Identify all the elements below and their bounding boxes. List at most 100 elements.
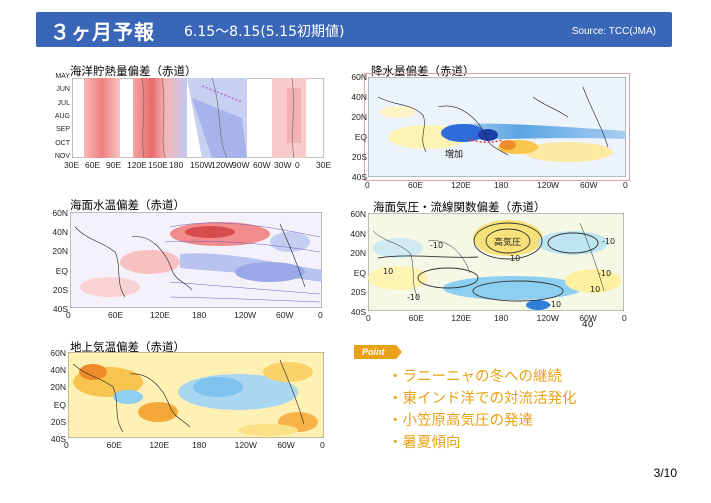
point-list: ・ラニーニャの冬への継続 ・東インド洋での対流活発化 ・小笠原高気圧の発達 ・暑…: [388, 366, 577, 454]
t2m-lon-label-5: 60W: [277, 440, 295, 450]
forecast-period: 6.15～8.15(5.15初期値): [184, 24, 345, 40]
precip-frame: [364, 73, 630, 181]
slp-panel-title: 海面気圧・流線関数偏差（赤道）: [373, 200, 546, 214]
sst-panel-title: 海面水温偏差（赤道）: [70, 198, 185, 212]
heat-month-label-4: SEP: [55, 126, 70, 134]
heat-content-map: [72, 78, 324, 158]
slp-lat-label-0: 60N: [350, 209, 366, 219]
precip-lon-label-4: 120W: [537, 180, 560, 190]
point-item-ogasawara-high: ・小笠原高気圧の発達: [388, 413, 533, 429]
slp-lon-label-2: 120E: [451, 313, 472, 323]
heat-month-label-6: NOV: [54, 153, 70, 160]
slp-tail-label: 40: [582, 320, 594, 330]
sst-lon-label-5: 60W: [276, 310, 294, 320]
precip-lat-label-4: 20S: [351, 152, 367, 162]
precip-lon-label-6: 0: [623, 180, 628, 190]
heat-month-label-5: OCT: [55, 139, 70, 147]
sst-lon-label-1: 60E: [108, 310, 124, 320]
contour-label-5: -10: [598, 269, 612, 278]
precip-lat-label-1: 40N: [351, 92, 367, 102]
point-item-hot-summer: ・暑夏傾向: [388, 435, 461, 451]
contour-label-3: 10: [510, 254, 521, 263]
slp-lon-label-5: 60W: [579, 313, 597, 323]
heat-lon-label-11: 0: [295, 160, 300, 170]
contour-label-1: -10: [430, 241, 444, 250]
sst-lat-label-3: EQ: [55, 265, 68, 276]
page-number: 3/10: [653, 466, 677, 480]
heat-lon-label-7: 120W: [211, 160, 234, 170]
contour-label-6: -10: [407, 293, 421, 302]
heat-lon-label-2: 90E: [106, 160, 122, 170]
sst-lon-label-4: 120W: [234, 310, 257, 320]
heat-month-label-3: AUG: [54, 113, 70, 120]
heat-lon-label-12: 30E: [316, 160, 332, 170]
contour-label-2: -10: [602, 237, 616, 246]
t2m-lon-label-4: 120W: [234, 440, 257, 450]
t2m-lat-label-2: 20N: [50, 382, 66, 393]
precip-panel-title: 降水量偏差（赤道）: [371, 64, 475, 78]
slp-lat-label-4: 20S: [350, 287, 366, 298]
slide-title: ３ヶ月予報: [50, 20, 155, 44]
slp-lat-label-3: EQ: [353, 267, 366, 278]
contour-label-4: 10: [383, 267, 394, 276]
sst-lat-label-0: 60N: [52, 208, 68, 218]
header-banner: ３ヶ月予報 6.15～8.15(5.15初期値) Source: TCC(JMA…: [36, 12, 672, 47]
point-item-la-nina: ・ラニーニャの冬への継続: [388, 369, 562, 385]
point-item-east-indian-ocean: ・東インド洋での対流活発化: [388, 391, 577, 407]
t2m-lon-label-1: 60E: [106, 440, 122, 450]
t2m-lon-label-2: 120E: [149, 440, 170, 450]
heat-lon-label-6: 150W: [190, 160, 213, 170]
precip-map: [368, 77, 626, 177]
heat-panel-title: 海洋貯熱量偏差（赤道）: [70, 64, 197, 78]
sst-lon-label-3: 180: [192, 310, 207, 320]
t2m-lat-label-5: 40S: [50, 434, 66, 444]
heat-lon-label-9: 60W: [253, 160, 271, 170]
t2m-lat-label-3: EQ: [53, 399, 66, 410]
high-pressure-label: 高気圧: [494, 238, 522, 248]
t2m-map: [68, 352, 324, 438]
slp-lon-label-0: 0: [366, 313, 371, 323]
heat-lon-label-10: 30W: [274, 160, 292, 170]
contour-label-7: -10: [548, 300, 562, 309]
heat-lon-label-8: 90W: [232, 160, 250, 170]
precip-lat-label-0: 60N: [351, 72, 367, 82]
sst-lon-label-6: 0: [318, 310, 323, 320]
heat-lon-label-1: 60E: [85, 160, 101, 170]
sst-lat-label-5: 40S: [52, 304, 68, 314]
contour-label-8: 10: [590, 285, 601, 294]
precip-lon-label-3: 180: [494, 180, 509, 190]
heat-month-label-2: JUL: [57, 99, 70, 107]
slp-map: [368, 213, 624, 311]
t2m-lat-label-0: 60N: [50, 348, 66, 358]
precip-increase-label: 増加: [445, 150, 464, 160]
slp-lon-label-4: 120W: [536, 313, 559, 323]
t2m-lat-label-4: 20S: [50, 416, 66, 427]
precip-lat-label-3: EQ: [354, 132, 367, 142]
heat-lon-label-0: 30E: [64, 160, 80, 170]
precip-lon-label-2: 120E: [451, 180, 471, 190]
sst-lat-label-4: 20S: [52, 284, 68, 295]
t2m-lon-label-3: 180: [192, 440, 207, 450]
point-badge: Point: [354, 345, 402, 359]
sst-lon-label-2: 120E: [150, 310, 170, 320]
sst-lon-label-0: 0: [66, 310, 71, 320]
sst-map: [70, 212, 322, 308]
precip-lon-label-1: 60E: [408, 180, 424, 190]
t2m-lon-label-6: 0: [320, 440, 325, 450]
t2m-lat-label-1: 40N: [50, 365, 66, 376]
t2m-lon-label-0: 0: [64, 440, 69, 450]
heat-lon-label-4: 150E: [148, 160, 168, 170]
slp-lon-label-1: 60E: [408, 313, 424, 323]
slp-lon-label-6: 0: [622, 313, 627, 323]
t2m-panel-title: 地上気温偏差（赤道）: [70, 340, 185, 354]
slp-lat-label-1: 40N: [350, 228, 366, 239]
heat-lon-label-5: 180: [169, 160, 184, 170]
precip-lon-label-0: 0: [365, 180, 370, 190]
source-credit: Source: TCC(JMA): [571, 26, 656, 37]
precip-lon-label-5: 60W: [580, 180, 598, 190]
precip-lat-label-2: 20N: [351, 112, 367, 122]
heat-lon-label-3: 120E: [127, 160, 147, 170]
heat-month-label-0: MAY: [55, 73, 70, 80]
sst-lat-label-1: 40N: [52, 227, 68, 238]
sst-lat-label-2: 20N: [52, 246, 68, 257]
